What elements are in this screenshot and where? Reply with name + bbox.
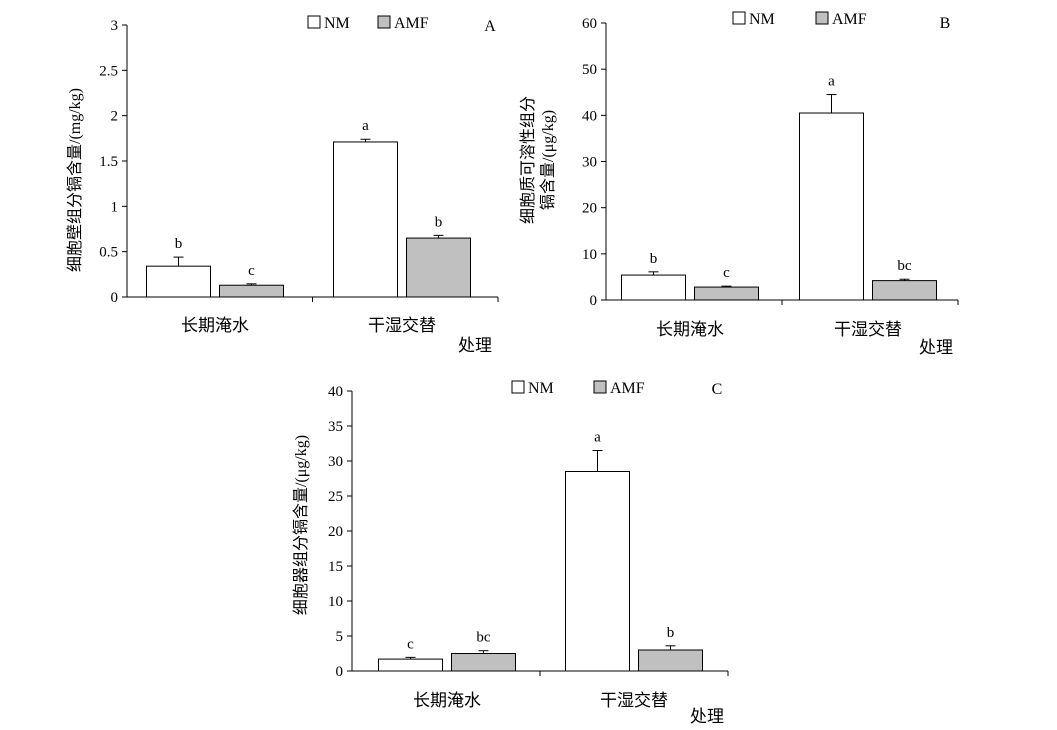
y-tick-label: 5 bbox=[336, 629, 344, 645]
y-tick-label: 25 bbox=[328, 489, 343, 505]
y-axis-title: 细胞壁组分镉含量/(mg/kg) bbox=[65, 88, 84, 272]
significance-letter: b bbox=[650, 251, 658, 267]
y-tick-label: 35 bbox=[328, 419, 343, 435]
bar-amf-0 bbox=[694, 286, 759, 301]
legend-swatch-amf bbox=[593, 380, 607, 394]
legend-swatch-amf bbox=[377, 15, 391, 29]
x-category-label: 长期淹水 bbox=[413, 691, 481, 710]
y-axis-title-line: 细胞质可溶性组分 bbox=[519, 96, 537, 224]
y-axis-title-line: 镉含量/(μg/kg) bbox=[539, 110, 557, 210]
bar-amf-0 bbox=[219, 284, 284, 298]
bar-nm-1 bbox=[333, 141, 398, 298]
panel-label: A bbox=[484, 18, 496, 35]
x-axis-title: 处理 bbox=[690, 707, 724, 726]
significance-letter: a bbox=[362, 118, 369, 134]
significance-letter: c bbox=[407, 636, 414, 652]
bar-amf-1 bbox=[406, 237, 471, 298]
significance-letter: bc bbox=[476, 630, 491, 646]
y-tick-label: 3 bbox=[111, 18, 119, 34]
significance-letter: c bbox=[248, 263, 255, 279]
legend-label-amf: AMF bbox=[610, 380, 645, 397]
y-tick-label: 30 bbox=[582, 155, 597, 171]
legend: NM AMF bbox=[732, 11, 867, 28]
x-category-label: 长期淹水 bbox=[181, 316, 249, 335]
y-tick-label: 40 bbox=[328, 384, 343, 400]
legend-label-nm: NM bbox=[528, 380, 554, 397]
x-axis-title: 处理 bbox=[919, 338, 953, 357]
y-tick-label: 0 bbox=[111, 290, 119, 306]
x-axis-title: 处理 bbox=[458, 336, 492, 355]
bar-nm-1 bbox=[799, 112, 864, 301]
y-tick-label: 10 bbox=[328, 594, 343, 610]
significance-letter: bc bbox=[897, 258, 912, 274]
significance-letter: b bbox=[435, 214, 443, 230]
y-tick-label: 2 bbox=[111, 109, 119, 125]
legend-label-amf: AMF bbox=[832, 11, 867, 28]
legend-label-nm: NM bbox=[749, 11, 775, 28]
bar-amf-1 bbox=[638, 649, 703, 672]
y-tick-label: 60 bbox=[582, 16, 597, 32]
y-tick-label: 20 bbox=[328, 524, 343, 540]
y-tick-label: 10 bbox=[582, 247, 597, 263]
y-tick-label: 0 bbox=[336, 664, 344, 680]
bar-nm-0 bbox=[146, 265, 211, 298]
significance-letter: a bbox=[594, 430, 601, 446]
significance-letter: b bbox=[175, 236, 183, 252]
y-tick-label: 1.5 bbox=[99, 154, 118, 170]
y-tick-label: 1 bbox=[111, 199, 119, 215]
x-category-label: 干湿交替 bbox=[834, 320, 902, 339]
significance-letter: a bbox=[828, 74, 835, 90]
y-tick-label: 30 bbox=[328, 454, 343, 470]
bar-amf-1 bbox=[872, 280, 937, 301]
x-category-label: 干湿交替 bbox=[600, 691, 668, 710]
bar-nm-0 bbox=[378, 658, 443, 672]
x-category-label: 长期淹水 bbox=[656, 320, 724, 339]
panel-label: C bbox=[712, 381, 723, 398]
legend-label-nm: NM bbox=[324, 15, 350, 32]
x-category-label: 干湿交替 bbox=[368, 316, 436, 335]
legend: NM AMF bbox=[307, 15, 429, 32]
legend-swatch-nm bbox=[307, 15, 321, 29]
significance-letter: c bbox=[723, 265, 730, 281]
panel-label: B bbox=[940, 15, 951, 32]
y-tick-label: 20 bbox=[582, 201, 597, 217]
significance-letter: b bbox=[667, 625, 675, 641]
legend: NM AMF bbox=[511, 380, 645, 397]
y-axis-title: 细胞质可溶性组分 镉含量/(μg/kg) bbox=[519, 96, 557, 224]
y-tick-label: 0.5 bbox=[99, 245, 118, 261]
legend-swatch-amf bbox=[815, 11, 829, 25]
y-tick-label: 50 bbox=[582, 62, 597, 78]
y-tick-label: 40 bbox=[582, 108, 597, 124]
legend-swatch-nm bbox=[511, 380, 525, 394]
y-tick-label: 15 bbox=[328, 559, 343, 575]
legend-label-amf: AMF bbox=[394, 15, 429, 32]
y-axis-title: 细胞器组分镉含量/(μg/kg) bbox=[292, 435, 310, 615]
bar-nm-0 bbox=[621, 274, 686, 301]
bar-nm-1 bbox=[565, 471, 630, 672]
bar-amf-0 bbox=[451, 653, 516, 672]
y-tick-label: 0 bbox=[590, 293, 598, 309]
legend-swatch-nm bbox=[732, 11, 746, 25]
y-tick-label: 2.5 bbox=[99, 63, 118, 79]
